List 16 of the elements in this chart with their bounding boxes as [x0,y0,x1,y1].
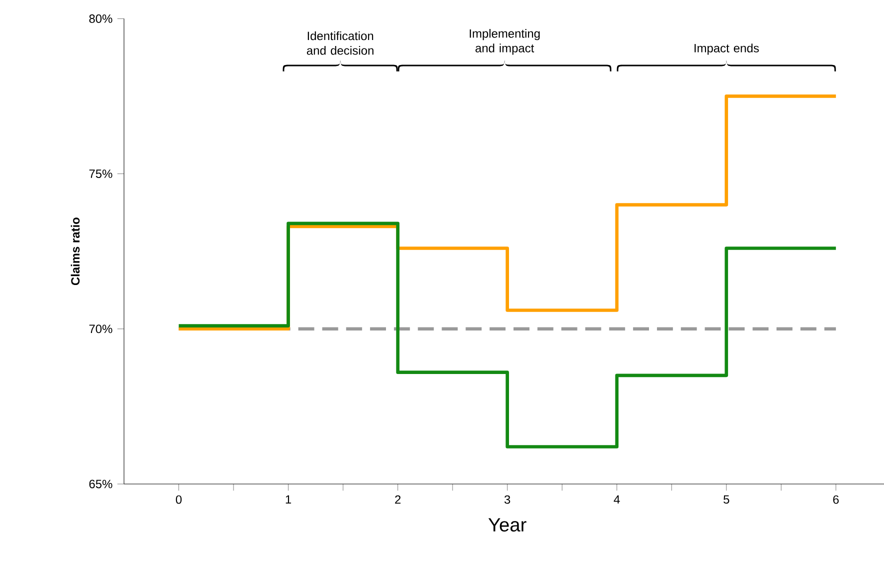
y-tick-label: 80% [89,14,112,23]
x-tick-label: 2 [395,495,401,504]
y-tick-label: 75% [89,170,112,178]
annotation: Impact ends [694,44,759,55]
x-tick-label: 5 [724,495,730,504]
x-tick-label: 1 [286,495,292,504]
x-tick-label: 3 [504,495,510,504]
y-axis-title: Claims ratio [70,218,80,286]
x-axis-title: Year [488,518,526,532]
x-tick-label: 4 [614,495,620,504]
annotation: Identification and decision [306,31,374,55]
x-tick-label: 0 [176,495,182,504]
y-tick-label: 70% [89,324,112,334]
y-tick-label: 65% [89,480,112,488]
annotation: Implementing and impact [470,28,540,55]
x-tick-label: 6 [833,495,839,504]
